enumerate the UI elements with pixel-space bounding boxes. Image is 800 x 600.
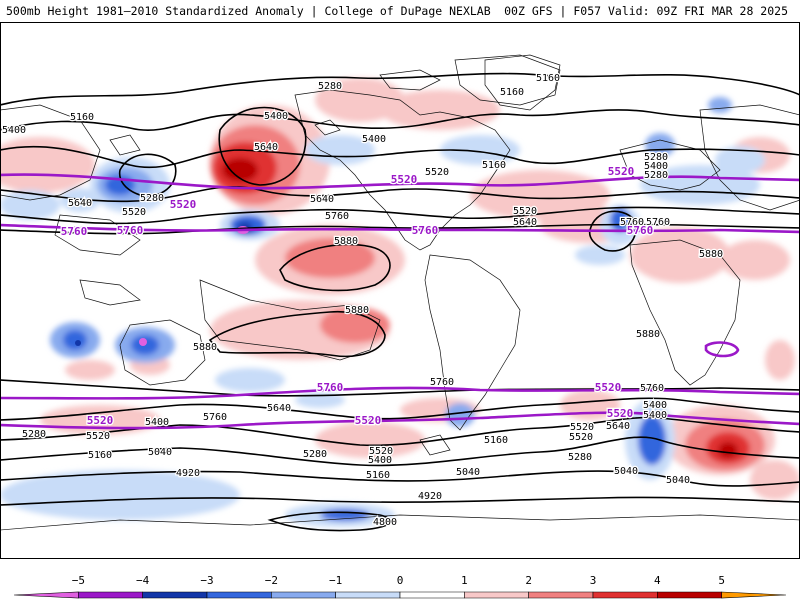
colorbar-tick-label: −1	[329, 574, 342, 587]
contour-label: 5760	[646, 217, 670, 228]
colorbar-swatch	[721, 591, 787, 599]
colorbar-swatch	[206, 591, 272, 599]
colorbar-tick-label: 3	[590, 574, 597, 587]
colorbar-swatches	[13, 591, 787, 599]
contour-label: 5280	[318, 81, 342, 92]
colorbar: −5 −4 −3 −2 −1 0 1 2 3 4 5	[13, 574, 787, 599]
contour-label: 5880	[636, 329, 660, 340]
contour-label: 5280	[140, 193, 164, 204]
contour-label: 5400	[643, 400, 667, 411]
colorbar-tick-label: 1	[461, 574, 468, 587]
contour-label: 5040	[666, 475, 690, 486]
contour-label: 5280	[644, 170, 668, 181]
contour-label: 5880	[334, 236, 358, 247]
contour-label: 5640	[513, 217, 537, 228]
contour-label: 5160	[366, 470, 390, 481]
contour-label: 5280	[644, 152, 668, 163]
colorbar-swatch	[592, 591, 658, 599]
contour-label: 5400	[643, 410, 667, 421]
colorbar-swatch	[399, 591, 465, 599]
colorbar-swatch	[657, 591, 722, 599]
colorbar-tick-label: −3	[200, 574, 213, 587]
contour-label: 5400	[145, 417, 169, 428]
climatology-label: 5760	[627, 224, 654, 237]
contour-label: 5880	[699, 249, 723, 260]
colorbar-swatch	[13, 591, 79, 599]
contour-label: 5520	[425, 167, 449, 178]
contour-label: 5520	[569, 432, 593, 443]
title-right: 00Z GFS | F057 Valid: 09Z FRI MAR 28 202…	[504, 4, 788, 18]
climatology-label: 5760	[317, 381, 344, 394]
colorbar-tick-label: 5	[718, 574, 725, 587]
contour-label: 5040	[614, 466, 638, 477]
anomaly-shading	[1, 78, 799, 527]
contour-label: 5520	[86, 431, 110, 442]
colorbar-swatch	[528, 591, 594, 599]
contour-label: 5880	[345, 305, 369, 316]
colorbar-tick-label: 4	[654, 574, 661, 587]
climatology-label: 5520	[391, 173, 418, 186]
colorbar-swatch	[464, 591, 529, 599]
contour-label: 5400	[264, 111, 288, 122]
climatology-label: 5520	[595, 381, 622, 394]
colorbar-tick-label: −4	[136, 574, 150, 587]
climatology-label: 5760	[117, 224, 144, 237]
contour-label: 4920	[418, 491, 442, 502]
contour-label: 5160	[88, 450, 112, 461]
contour-label: 5640	[606, 421, 630, 432]
contour-label: 5400	[362, 134, 386, 145]
climatology-label: 5520	[355, 414, 382, 427]
contour-label: 5520	[570, 422, 594, 433]
colorbar-ticks: −5 −4 −3 −2 −1 0 1 2 3 4 5	[72, 574, 725, 587]
contour-label: 5040	[148, 447, 172, 458]
contour-label: 5040	[456, 467, 480, 478]
contour-label: 5280	[22, 429, 46, 440]
contour-label: 5520	[122, 207, 146, 218]
contour-label: 5640	[310, 194, 334, 205]
colorbar-tick-label: 0	[397, 574, 404, 587]
contour-label: 5880	[193, 342, 217, 353]
contour-label: 5640	[68, 198, 92, 209]
contour-label: 5400	[368, 455, 392, 466]
climatology-label: 5520	[170, 198, 197, 211]
contour-label: 5760	[620, 217, 644, 228]
climatology-label: 5760	[412, 224, 439, 237]
contour-label: 5400	[2, 125, 26, 136]
climatology-label: 5520	[87, 414, 114, 427]
colorbar-tick-label: −5	[72, 574, 85, 587]
title-left: 500mb Height 1981–2010 Standardized Anom…	[6, 4, 491, 18]
climatology-label: 5520	[608, 165, 635, 178]
contour-label: 5400	[644, 161, 668, 172]
contour-label: 5520	[369, 446, 393, 457]
contour-label: 5160	[536, 73, 560, 84]
coastlines	[1, 54, 799, 531]
contour-label: 5640	[254, 142, 278, 153]
contour-label: 5280	[303, 449, 327, 460]
colorbar-swatch	[271, 591, 336, 599]
contour-label: 5280	[568, 452, 592, 463]
contour-label: 5160	[70, 112, 94, 123]
colorbar-tick-label: −2	[265, 574, 278, 587]
contour-label: 5520	[513, 206, 537, 217]
contour-label: 4920	[176, 468, 200, 479]
contour-label: 5760	[640, 383, 664, 394]
climatology-contours	[1, 173, 799, 430]
contour-label: 5160	[482, 160, 506, 171]
contour-label: 5160	[500, 87, 524, 98]
colorbar-swatch	[78, 591, 143, 599]
climatology-label: 5520	[607, 407, 634, 420]
contour-label: 5760	[325, 211, 349, 222]
contour-label: 5760	[203, 412, 227, 423]
colorbar-swatch	[142, 591, 208, 599]
climatology-label: 5760	[61, 225, 88, 238]
contour-label: 5640	[267, 403, 291, 414]
contour-label: 5160	[484, 435, 508, 446]
colorbar-tick-label: 2	[525, 574, 532, 587]
contour-label: 4800	[373, 517, 397, 528]
colorbar-swatch	[335, 591, 401, 599]
contour-label: 5760	[430, 377, 454, 388]
